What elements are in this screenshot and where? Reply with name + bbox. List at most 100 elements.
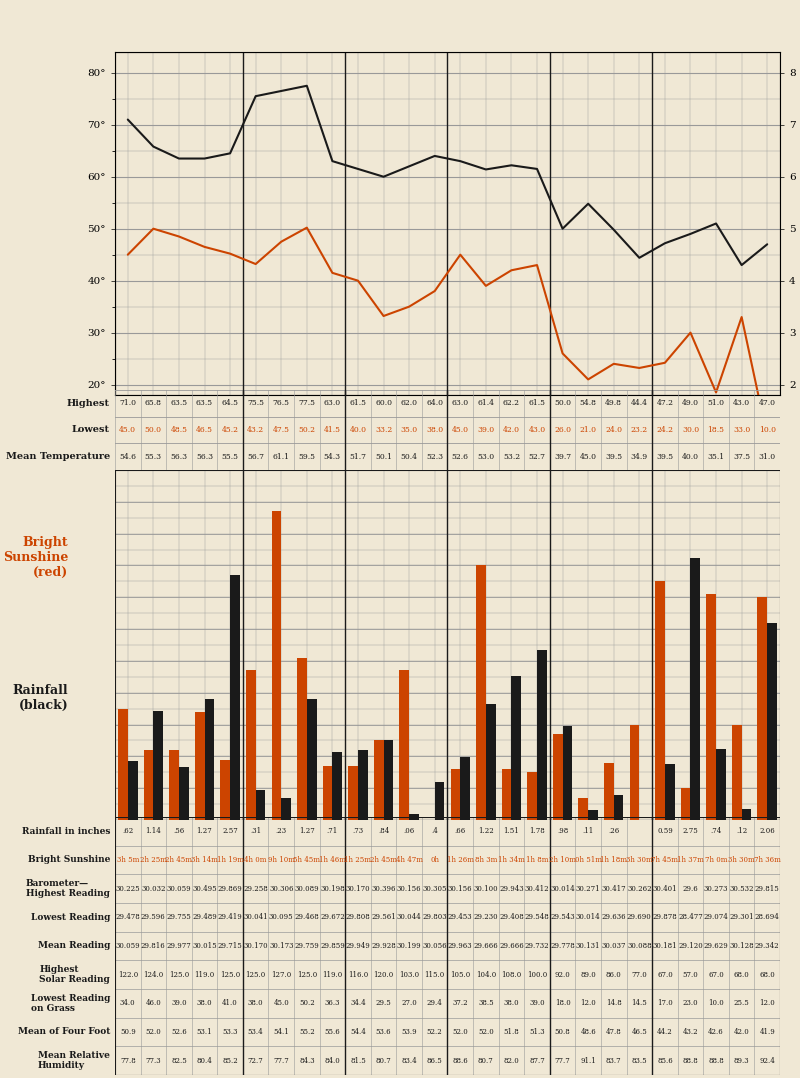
Text: Mean Temperature: Mean Temperature xyxy=(6,452,110,461)
Text: 92.0: 92.0 xyxy=(554,970,570,979)
Text: 30.089: 30.089 xyxy=(294,885,319,893)
Bar xyxy=(665,763,674,820)
Text: 39.0: 39.0 xyxy=(478,426,494,434)
Text: 30.173: 30.173 xyxy=(269,942,294,950)
Text: 119.0: 119.0 xyxy=(194,970,214,979)
Text: 23.0: 23.0 xyxy=(682,999,698,1007)
Text: 53.1: 53.1 xyxy=(197,1028,212,1036)
Text: 1h 37m: 1h 37m xyxy=(677,856,704,863)
Text: 29.5: 29.5 xyxy=(376,999,391,1007)
Text: 34.0: 34.0 xyxy=(120,999,136,1007)
Text: 51.7: 51.7 xyxy=(350,453,366,460)
Text: 3h 30m: 3h 30m xyxy=(728,856,755,863)
Bar xyxy=(144,750,154,820)
Text: 30.131: 30.131 xyxy=(576,942,601,950)
Text: 77.7: 77.7 xyxy=(554,1056,570,1065)
Bar xyxy=(154,711,163,820)
Text: .06: .06 xyxy=(403,827,414,835)
Text: Bright Sunshine: Bright Sunshine xyxy=(27,856,110,865)
Text: 48.5: 48.5 xyxy=(170,426,187,434)
Text: 24.0: 24.0 xyxy=(606,426,622,434)
Text: Mean of Four Foot: Mean of Four Foot xyxy=(18,1027,110,1037)
Text: 30.088: 30.088 xyxy=(627,942,652,950)
Text: .74: .74 xyxy=(710,827,722,835)
Text: 30.412: 30.412 xyxy=(525,885,550,893)
Text: 49.0: 49.0 xyxy=(682,399,699,407)
Text: 64.5: 64.5 xyxy=(222,399,238,407)
Text: 29.963: 29.963 xyxy=(448,942,473,950)
Text: 30.059: 30.059 xyxy=(166,885,191,893)
Text: 51.3: 51.3 xyxy=(530,1028,545,1036)
Text: 53.9: 53.9 xyxy=(402,1028,417,1036)
Text: 61.5: 61.5 xyxy=(350,399,366,407)
Bar xyxy=(527,772,537,820)
Text: 2.75: 2.75 xyxy=(682,827,698,835)
Text: 80.4: 80.4 xyxy=(197,1056,212,1065)
Bar xyxy=(333,752,342,820)
Text: 59.5: 59.5 xyxy=(298,453,315,460)
Bar xyxy=(690,557,700,820)
Text: 29.666: 29.666 xyxy=(474,942,498,950)
Text: 14.8: 14.8 xyxy=(606,999,622,1007)
Text: 122.0: 122.0 xyxy=(118,970,138,979)
Text: 29.816: 29.816 xyxy=(141,942,166,950)
Text: 87.7: 87.7 xyxy=(529,1056,545,1065)
Text: 62.0: 62.0 xyxy=(401,399,418,407)
Bar xyxy=(374,741,383,820)
Text: 50.0: 50.0 xyxy=(145,426,162,434)
Text: 89.3: 89.3 xyxy=(734,1056,750,1065)
Text: 63.5: 63.5 xyxy=(196,399,213,407)
Text: 30.014: 30.014 xyxy=(576,913,601,922)
Bar xyxy=(716,749,726,820)
Text: 30.041: 30.041 xyxy=(243,913,268,922)
Text: 71.0: 71.0 xyxy=(119,399,136,407)
Text: 100.0: 100.0 xyxy=(527,970,547,979)
Text: 125.0: 125.0 xyxy=(169,970,189,979)
Text: 81.5: 81.5 xyxy=(350,1056,366,1065)
Text: .62: .62 xyxy=(122,827,134,835)
Text: 10.0: 10.0 xyxy=(708,999,724,1007)
Bar xyxy=(630,724,639,820)
Text: 29.759: 29.759 xyxy=(294,942,319,950)
Text: 50.9: 50.9 xyxy=(120,1028,136,1036)
Text: 67.0: 67.0 xyxy=(657,970,673,979)
Text: 29.548: 29.548 xyxy=(525,913,550,922)
Text: Lowest Reading: Lowest Reading xyxy=(30,913,110,922)
Text: 47.2: 47.2 xyxy=(657,399,674,407)
Text: 18.5: 18.5 xyxy=(707,426,725,434)
Text: 30.181: 30.181 xyxy=(653,942,678,950)
Text: 60.0: 60.0 xyxy=(375,399,392,407)
Bar xyxy=(758,597,767,820)
Text: 1h 25m: 1h 25m xyxy=(345,856,371,863)
Text: 38.0: 38.0 xyxy=(248,999,263,1007)
Text: .56: .56 xyxy=(174,827,185,835)
Text: 54.4: 54.4 xyxy=(350,1028,366,1036)
Text: 77.3: 77.3 xyxy=(146,1056,161,1065)
Bar xyxy=(383,740,394,820)
Bar xyxy=(460,757,470,820)
Text: 80.7: 80.7 xyxy=(478,1056,494,1065)
Text: 30.014: 30.014 xyxy=(550,885,575,893)
Text: 68.0: 68.0 xyxy=(759,970,775,979)
Text: 82.0: 82.0 xyxy=(503,1056,519,1065)
Text: 30.198: 30.198 xyxy=(320,885,345,893)
Text: 56.3: 56.3 xyxy=(170,453,187,460)
Text: 37.2: 37.2 xyxy=(453,999,468,1007)
Text: 46.5: 46.5 xyxy=(631,1028,647,1036)
Text: 52.0: 52.0 xyxy=(146,1028,162,1036)
Text: 39.7: 39.7 xyxy=(554,453,571,460)
Text: 2.06: 2.06 xyxy=(759,827,775,835)
Bar xyxy=(537,650,546,820)
Text: 119.0: 119.0 xyxy=(322,970,342,979)
Text: 29.342: 29.342 xyxy=(755,942,779,950)
Text: 1h 19m: 1h 19m xyxy=(217,856,243,863)
Text: 30.495: 30.495 xyxy=(192,885,217,893)
Text: 77.7: 77.7 xyxy=(274,1056,289,1065)
Text: 53.6: 53.6 xyxy=(376,1028,391,1036)
Text: 89.0: 89.0 xyxy=(580,970,596,979)
Text: 30.199: 30.199 xyxy=(397,942,422,950)
Text: 46.5: 46.5 xyxy=(196,426,213,434)
Text: 125.0: 125.0 xyxy=(246,970,266,979)
Text: 27.0: 27.0 xyxy=(402,999,417,1007)
Text: 29.543: 29.543 xyxy=(550,913,575,922)
